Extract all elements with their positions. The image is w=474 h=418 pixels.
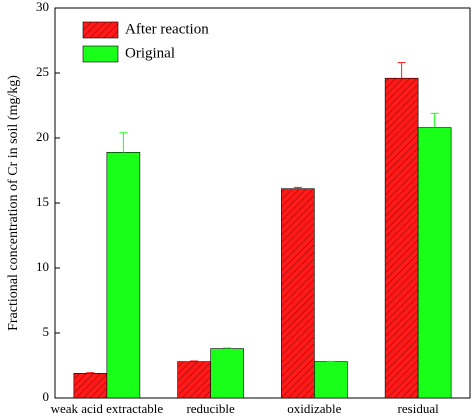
x-tick-label: oxidizable xyxy=(287,401,341,416)
y-tick-label: 30 xyxy=(36,0,49,14)
legend-label: After reaction xyxy=(125,21,209,37)
bar-hatch xyxy=(385,78,419,398)
bar-hatch xyxy=(281,188,315,398)
x-tick-label: reducible xyxy=(186,401,235,416)
bar xyxy=(210,348,244,399)
y-tick-label: 25 xyxy=(36,64,49,79)
x-tick-label: weak acid extractable xyxy=(51,401,164,416)
bar-hatch xyxy=(73,373,107,398)
legend-label: Original xyxy=(125,45,175,61)
y-tick-label: 5 xyxy=(43,324,50,339)
y-axis-label: Fractional concentration of Cr in soil (… xyxy=(6,75,21,331)
y-tick-label: 20 xyxy=(36,129,49,144)
legend-swatch xyxy=(82,45,119,63)
bar-hatch xyxy=(177,361,211,398)
x-tick-label: residual xyxy=(398,401,440,416)
bar xyxy=(106,152,141,399)
bar xyxy=(314,361,348,399)
legend-hatch xyxy=(83,22,118,38)
bar xyxy=(417,127,452,399)
y-tick-label: 0 xyxy=(43,389,50,404)
y-tick-label: 15 xyxy=(36,194,49,209)
y-tick-label: 10 xyxy=(36,259,49,274)
